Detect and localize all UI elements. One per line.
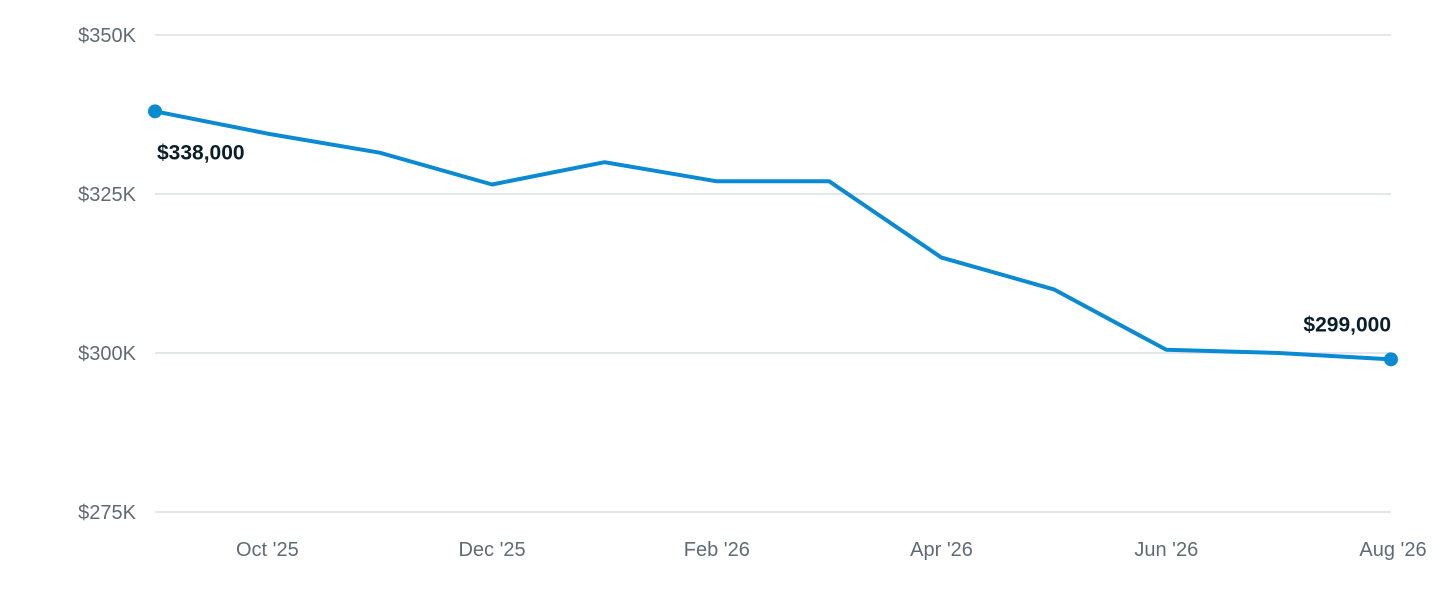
x-tick-label: Oct '25 xyxy=(236,539,299,561)
y-tick-label: $325K xyxy=(78,184,136,206)
data-point xyxy=(1384,352,1398,367)
gridlines xyxy=(155,34,1391,513)
x-tick-label: Feb '26 xyxy=(684,539,750,561)
data-point xyxy=(148,104,162,119)
x-tick-label: Jun '26 xyxy=(1134,539,1198,561)
x-tick-label: Apr '26 xyxy=(910,539,973,561)
series-line xyxy=(153,109,1393,362)
y-axis: $350K $325K $300K $275K xyxy=(78,25,136,524)
y-tick-label: $300K xyxy=(78,343,136,365)
point-label: $338,000 xyxy=(157,141,245,164)
series-layer xyxy=(148,104,1398,367)
y-tick-label: $350K xyxy=(78,25,136,47)
x-axis: Oct '25 Dec '25 Feb '26 Apr '26 Jun '26 Aug '… xyxy=(236,539,1427,561)
x-tick-label: Aug '26 xyxy=(1359,539,1426,561)
point-label: $299,000 xyxy=(1303,313,1391,336)
x-tick-label: Dec '25 xyxy=(458,539,525,561)
y-tick-label: $275K xyxy=(78,502,136,524)
annotations: $338,000 $299,000 xyxy=(157,141,1391,336)
